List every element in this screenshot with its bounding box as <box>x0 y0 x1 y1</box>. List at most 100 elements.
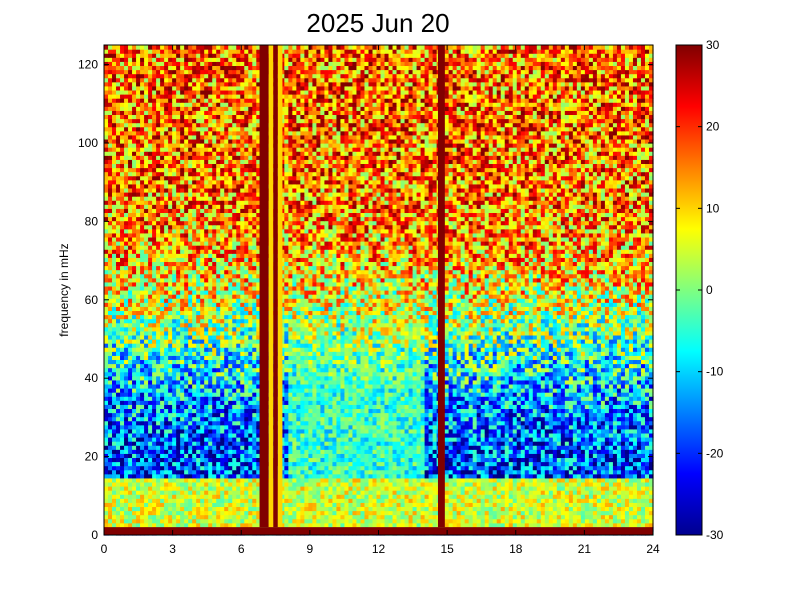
heatmap-cell <box>484 428 490 434</box>
heatmap-cell <box>488 477 494 483</box>
heatmap-cell <box>368 506 374 512</box>
heatmap-cell <box>588 396 594 401</box>
heatmap-cell <box>180 481 185 487</box>
heatmap-cell <box>508 441 514 446</box>
heatmap-cell <box>388 465 394 471</box>
heatmap-cell <box>292 502 297 508</box>
heatmap-cell <box>584 465 590 471</box>
heatmap-cell <box>516 453 522 459</box>
heatmap-cell <box>468 392 474 397</box>
heatmap-cell <box>160 469 165 475</box>
heatmap-cell <box>572 400 578 405</box>
heatmap-cell <box>556 392 562 397</box>
heatmap-cell <box>508 412 514 418</box>
heatmap-cell <box>636 437 642 442</box>
heatmap-cell <box>288 498 293 503</box>
heatmap-cell <box>472 518 478 524</box>
heatmap-cell <box>212 428 217 434</box>
heatmap-cell <box>524 396 530 401</box>
heatmap-cell <box>352 383 358 389</box>
heatmap-cell <box>468 490 474 495</box>
heatmap-cell <box>176 383 181 389</box>
heatmap-cell <box>376 445 382 450</box>
heatmap-cell <box>168 486 173 491</box>
heatmap-cell <box>328 498 334 503</box>
heatmap-cell <box>560 514 566 520</box>
heatmap-cell <box>156 465 161 471</box>
heatmap-cell <box>524 461 530 467</box>
heatmap-cell <box>428 481 434 487</box>
heatmap-cell <box>400 388 406 393</box>
heatmap-cell <box>116 502 121 508</box>
heatmap-cell <box>412 424 418 430</box>
heatmap-cell <box>552 445 558 450</box>
heatmap-cell <box>116 453 121 459</box>
heatmap-cell <box>172 457 177 463</box>
heatmap-cell <box>228 522 233 528</box>
heatmap-cell <box>448 441 454 446</box>
heatmap-cell <box>200 420 205 426</box>
heatmap-cell <box>376 522 382 528</box>
heatmap-cell <box>228 502 233 508</box>
heatmap-cell <box>400 441 406 446</box>
heatmap-cell <box>384 416 390 422</box>
heatmap-cell <box>360 445 366 450</box>
heatmap-cell <box>628 392 634 397</box>
heatmap-cell <box>476 404 482 410</box>
heatmap-cell <box>296 383 301 389</box>
heatmap-cell <box>296 518 301 524</box>
heatmap-cell <box>592 498 598 503</box>
heatmap-cell <box>424 506 430 512</box>
heatmap-cell <box>140 473 145 479</box>
heatmap-cell <box>416 486 422 491</box>
heatmap-cell <box>556 510 562 516</box>
heatmap-cell <box>584 490 590 495</box>
heatmap-cell <box>444 432 450 438</box>
heatmap-cell <box>108 461 113 467</box>
heatmap-cell <box>152 445 157 450</box>
heatmap-cell <box>508 449 514 454</box>
heatmap-cell <box>304 404 309 410</box>
heatmap-cell <box>288 420 293 426</box>
heatmap-cell <box>372 432 378 438</box>
heatmap-cell <box>116 428 121 434</box>
heatmap-cell <box>176 420 181 426</box>
heatmap-cell <box>212 416 217 422</box>
heatmap-cell <box>448 445 454 450</box>
heatmap-cell <box>236 412 241 418</box>
heatmap-cell <box>220 404 225 410</box>
heatmap-cell <box>352 522 358 528</box>
heatmap-cell <box>364 437 370 442</box>
heatmap-cell <box>232 449 237 454</box>
heatmap-cell <box>484 510 490 516</box>
heatmap-cell <box>140 388 145 393</box>
heatmap-cell <box>536 522 542 528</box>
heatmap-cell <box>296 416 301 422</box>
heatmap-cell <box>188 494 193 499</box>
heatmap-cell <box>536 490 542 495</box>
heatmap-cell <box>584 510 590 516</box>
heatmap-cell <box>252 510 257 516</box>
heatmap-cell <box>456 506 462 512</box>
heatmap-cell <box>560 437 566 442</box>
heatmap-cell <box>528 510 534 516</box>
heatmap-cell <box>600 441 606 446</box>
heatmap-cell <box>640 445 646 450</box>
heatmap-cell <box>584 441 590 446</box>
heatmap-cell <box>424 522 430 528</box>
heatmap-cell <box>592 416 598 422</box>
heatmap-cell <box>356 392 362 397</box>
heatmap-cell <box>492 412 498 418</box>
heatmap-cell <box>540 498 546 503</box>
heatmap-cell <box>216 498 221 503</box>
heatmap-cell <box>548 408 554 414</box>
heatmap-cell <box>112 392 117 397</box>
heatmap-cell <box>124 412 129 418</box>
heatmap-cell <box>296 408 301 414</box>
heatmap-cell <box>612 408 618 414</box>
heatmap-cell <box>644 514 650 520</box>
heatmap-cell <box>404 408 410 414</box>
heatmap-cell <box>416 469 422 475</box>
heatmap-cell <box>128 445 133 450</box>
heatmap-cell <box>556 506 562 512</box>
